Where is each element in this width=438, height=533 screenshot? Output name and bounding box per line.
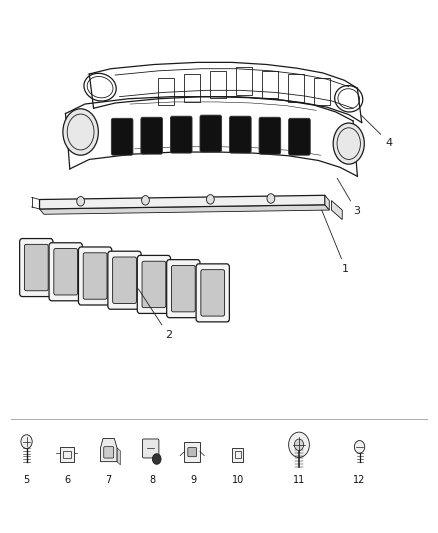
Text: 10: 10 xyxy=(232,475,244,485)
Text: 7: 7 xyxy=(106,475,112,485)
Circle shape xyxy=(294,439,304,450)
FancyBboxPatch shape xyxy=(54,248,78,295)
Circle shape xyxy=(21,435,32,448)
Polygon shape xyxy=(100,439,117,462)
Polygon shape xyxy=(325,195,329,210)
Polygon shape xyxy=(138,254,141,309)
Circle shape xyxy=(267,193,275,203)
Polygon shape xyxy=(332,200,342,220)
FancyBboxPatch shape xyxy=(230,116,251,153)
FancyBboxPatch shape xyxy=(167,260,200,318)
Text: 5: 5 xyxy=(24,475,30,485)
Circle shape xyxy=(152,454,161,464)
Polygon shape xyxy=(50,241,53,296)
FancyBboxPatch shape xyxy=(201,270,225,316)
FancyBboxPatch shape xyxy=(289,118,310,155)
FancyBboxPatch shape xyxy=(25,244,48,291)
Polygon shape xyxy=(227,267,229,322)
FancyBboxPatch shape xyxy=(83,253,107,299)
FancyBboxPatch shape xyxy=(141,117,162,154)
Circle shape xyxy=(289,432,309,457)
FancyBboxPatch shape xyxy=(104,447,114,458)
Text: 8: 8 xyxy=(149,475,155,485)
Polygon shape xyxy=(198,263,200,318)
FancyBboxPatch shape xyxy=(137,255,170,313)
FancyBboxPatch shape xyxy=(108,251,141,309)
Polygon shape xyxy=(80,246,82,301)
Circle shape xyxy=(141,196,149,205)
Circle shape xyxy=(206,195,214,204)
FancyBboxPatch shape xyxy=(78,247,112,305)
FancyBboxPatch shape xyxy=(259,117,281,154)
Polygon shape xyxy=(39,205,329,214)
Ellipse shape xyxy=(63,109,99,155)
Text: 3: 3 xyxy=(337,178,360,216)
Text: 12: 12 xyxy=(353,475,366,485)
FancyBboxPatch shape xyxy=(49,243,82,301)
Text: 9: 9 xyxy=(190,475,196,485)
Text: 1: 1 xyxy=(321,210,349,274)
FancyBboxPatch shape xyxy=(171,265,195,312)
FancyBboxPatch shape xyxy=(20,239,53,296)
Polygon shape xyxy=(168,259,170,313)
FancyBboxPatch shape xyxy=(113,257,136,303)
Text: 11: 11 xyxy=(293,475,305,485)
FancyBboxPatch shape xyxy=(142,439,159,458)
FancyBboxPatch shape xyxy=(232,448,243,462)
Text: 6: 6 xyxy=(64,475,71,485)
FancyBboxPatch shape xyxy=(170,116,192,153)
FancyBboxPatch shape xyxy=(142,261,166,308)
Circle shape xyxy=(354,441,365,453)
Polygon shape xyxy=(39,195,325,209)
Polygon shape xyxy=(117,448,120,465)
FancyBboxPatch shape xyxy=(200,115,222,152)
FancyBboxPatch shape xyxy=(60,447,74,462)
Text: 2: 2 xyxy=(138,289,172,340)
FancyBboxPatch shape xyxy=(196,264,230,322)
Text: 4: 4 xyxy=(361,116,392,148)
Ellipse shape xyxy=(333,123,364,164)
Polygon shape xyxy=(109,250,111,305)
FancyBboxPatch shape xyxy=(111,118,133,155)
FancyBboxPatch shape xyxy=(188,448,197,457)
Polygon shape xyxy=(184,442,200,462)
Circle shape xyxy=(77,197,85,206)
